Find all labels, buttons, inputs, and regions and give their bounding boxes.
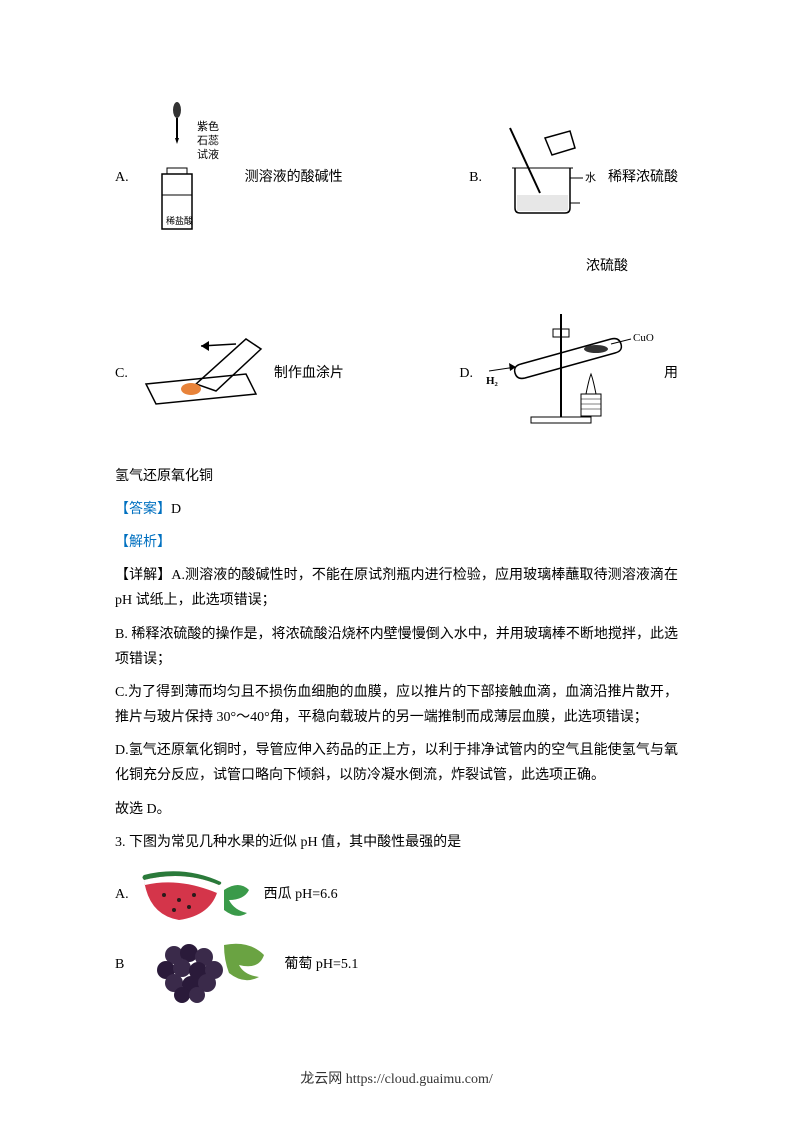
- hydrogen-reduction-text: 氢气还原氧化铜: [115, 464, 678, 489]
- explain-d-line: D.氢气还原氧化铜时，导管应伸入药品的正上方，以利于排净试管内的空气且能使氢气与…: [115, 738, 678, 788]
- answer-label: 【答案】: [115, 502, 171, 517]
- fruit-b-label: B: [115, 952, 124, 977]
- answer-value: D: [171, 502, 181, 517]
- analysis-label: 【解析】: [115, 535, 171, 550]
- label-hcl: 稀盐酸: [166, 215, 193, 226]
- option-d-text: 用: [664, 361, 678, 386]
- conclusion-line: 故选 D。: [115, 797, 678, 822]
- explain-a-text: A.测溶液的酸碱性时，不能在原试剂瓶内进行检验，应用玻璃棒蘸取待测溶液滴在pH …: [115, 568, 678, 608]
- detail-label: 【详解】: [115, 568, 171, 583]
- analysis-line: 【解析】: [115, 530, 678, 555]
- option-c-label: C.: [115, 361, 128, 386]
- label-h2: H₂: [486, 375, 499, 387]
- label-litmus: 石蕊: [197, 134, 219, 147]
- fruit-a-text: 西瓜 pH=6.6: [264, 882, 338, 907]
- fruit-a-label: A.: [115, 882, 129, 907]
- option-d-label: D.: [459, 361, 473, 386]
- explain-b-line: B. 稀释浓硫酸的操作是，将浓硫酸沿烧杯内壁慢慢倒入水中，并用玻璃棒不断地搅拌，…: [115, 622, 678, 672]
- sulfuric-acid-label: 浓硫酸: [115, 254, 678, 279]
- fruit-row-a: A. 西瓜 pH=6.6: [115, 865, 678, 925]
- grape-image: [124, 935, 284, 995]
- diagram-d-hydrogen-reduction: H₂ CuO: [481, 309, 656, 438]
- label-solution: 试液: [197, 147, 219, 161]
- option-d: D. H₂ CuO: [459, 309, 678, 438]
- fruit-b-text: 葡萄 pH=5.1: [284, 952, 358, 977]
- explain-c-line: C.为了得到薄而均匀且不损伤血细胞的血膜，应以推片的下部接触血滴，血滴沿推片散开…: [115, 680, 678, 730]
- page-footer: 龙云网 https://cloud.guaimu.com/: [0, 1067, 793, 1092]
- option-b: B. 水 稀释浓硫酸: [469, 123, 678, 232]
- label-cuo: CuO: [633, 332, 654, 344]
- options-row-1: A. 紫色 石蕊 试液 稀盐酸 测溶液的酸碱性 B.: [115, 100, 678, 254]
- option-a: A. 紫色 石蕊 试液 稀盐酸 测溶液的酸碱性: [115, 100, 343, 254]
- option-a-label: A.: [115, 165, 129, 190]
- fruit-row-b: B 葡萄 pH=5.1: [115, 935, 678, 995]
- option-c: C. 制作血涂片: [115, 329, 344, 418]
- watermelon-image: [129, 865, 264, 925]
- diagram-c-blood-smear: [136, 329, 266, 418]
- option-a-text: 测溶液的酸碱性: [245, 165, 343, 190]
- option-b-text: 稀释浓硫酸: [608, 165, 678, 190]
- option-c-text: 制作血涂片: [274, 361, 344, 386]
- explain-a-line: 【详解】A.测溶液的酸碱性时，不能在原试剂瓶内进行检验，应用玻璃棒蘸取待测溶液滴…: [115, 563, 678, 613]
- answer-line: 【答案】D: [115, 497, 678, 522]
- diagram-b-dilute: 水: [490, 123, 600, 232]
- label-water: 水: [585, 171, 596, 184]
- q3-line: 3. 下图为常见几种水果的近似 pH 值，其中酸性最强的是: [115, 830, 678, 855]
- options-row-2: C. 制作血涂片 D.: [115, 309, 678, 438]
- label-purple: 紫色: [197, 119, 219, 133]
- option-b-label: B.: [469, 165, 482, 190]
- diagram-a-acid-test: 紫色 石蕊 试液 稀盐酸: [137, 100, 237, 254]
